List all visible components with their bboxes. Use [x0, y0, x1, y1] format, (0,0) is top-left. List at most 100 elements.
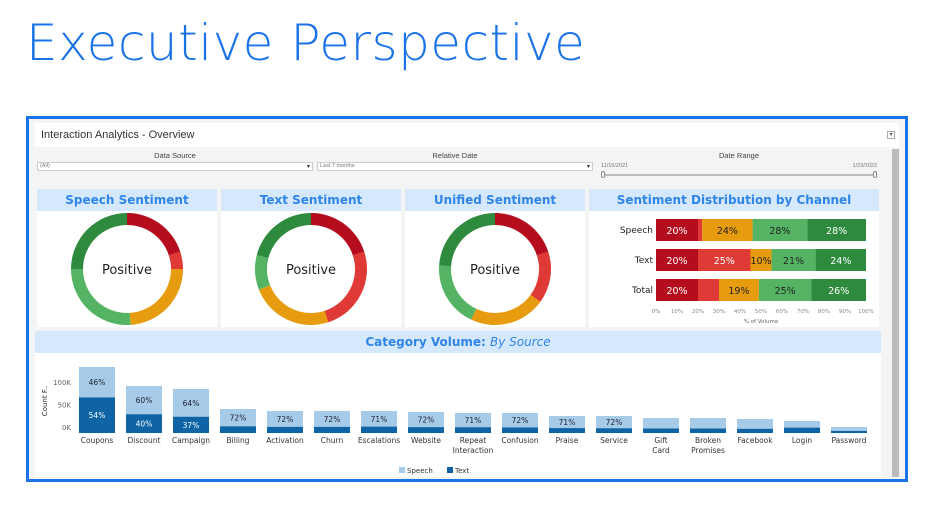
data-label: 20% [666, 226, 687, 237]
date-range-end: 1/23/2022 [852, 163, 877, 169]
category-label: Escalations [358, 436, 400, 445]
x-tick-label: 50% [755, 309, 767, 315]
speech-bar [784, 421, 820, 428]
speech-bar [737, 419, 773, 429]
data-label: 28% [769, 226, 790, 237]
speech-bar [361, 411, 397, 427]
donut-segment [258, 285, 329, 325]
relative-date-select[interactable]: Last 7 months ▾ [317, 162, 593, 171]
donut-segment [324, 251, 367, 323]
speech-data-label: 71% [465, 416, 482, 425]
bar-segment [750, 249, 772, 271]
category-label: Gift [654, 436, 667, 445]
text-bar [549, 428, 585, 433]
donut-center-label: Positive [102, 263, 152, 278]
donut-segment [311, 213, 365, 256]
y-axis-label: Count F.. [41, 386, 49, 416]
text-bar [831, 430, 867, 433]
category-label: Interaction [453, 446, 494, 455]
date-range-slider[interactable] [601, 171, 877, 179]
text-bar [784, 427, 820, 433]
donut-segment [71, 213, 127, 269]
chevron-down-icon: ▾ [306, 164, 310, 170]
text-data-label: 40% [136, 420, 153, 429]
x-tick-label: 30% [713, 309, 725, 315]
date-range-filter: Date Range 11/16/2021 1/23/2022 [601, 151, 877, 179]
text-donut-chart: Positive [255, 213, 367, 325]
text-bar [267, 426, 303, 433]
date-range-start: 11/16/2021 [601, 163, 629, 169]
speech-data-label: 72% [512, 416, 529, 425]
bar-segment [698, 279, 719, 301]
speech-data-label: 60% [136, 396, 153, 405]
category-label: Repeat [460, 436, 486, 445]
text-bar [408, 427, 444, 433]
text-bar [173, 416, 209, 433]
speech-data-label: 72% [277, 415, 294, 424]
y-tick-label: 0K [62, 424, 71, 432]
text-bar [643, 428, 679, 433]
bar-segment [702, 219, 753, 241]
slider-handle-end[interactable] [873, 171, 877, 178]
distribution-panel: Sentiment Distribution by Channel Speech… [589, 189, 879, 327]
relative-date-label: Relative Date [432, 151, 478, 160]
text-bar [79, 397, 115, 433]
text-data-label: 54% [89, 411, 106, 420]
donut-center-label: Positive [470, 263, 520, 278]
speech-bar [690, 418, 726, 429]
y-tick-label: 50K [58, 402, 72, 410]
relative-date-filter: Relative Date Last 7 months ▾ [317, 151, 593, 171]
category-label: Coupons [81, 436, 114, 445]
dropdown-arrow-icon[interactable]: ▾ [887, 131, 895, 139]
legend-label: Text [454, 467, 469, 475]
category-label: Password [831, 436, 866, 445]
donut-segment [495, 213, 549, 256]
unified-donut-chart: Positive [439, 213, 551, 325]
bar-segment [807, 219, 866, 241]
text-bar [126, 414, 162, 433]
category-label: Facebook [737, 436, 773, 445]
category-label: Praise [556, 436, 579, 445]
text-data-label: 37% [183, 421, 200, 430]
text-bar [502, 427, 538, 433]
speech-bar [79, 367, 115, 398]
category-label: Login [792, 436, 812, 445]
donut-center-label: Positive [286, 263, 336, 278]
speech-bar [267, 411, 303, 427]
category-volume-panel: Category Volume: By Source Count F.. 0K 50… [35, 331, 881, 477]
bar-segment [758, 279, 812, 301]
dashboard: Interaction Analytics - Overview ▾ Data … [35, 123, 899, 477]
category-label: Text [634, 256, 654, 266]
slider-handle-start[interactable] [601, 171, 605, 178]
bar-segment [698, 249, 751, 271]
bar-segment [815, 249, 866, 271]
dashboard-header: Interaction Analytics - Overview ▾ [35, 123, 899, 147]
x-tick-label: 80% [818, 309, 830, 315]
chart-subtitle: By Source [490, 335, 551, 349]
scrollbar[interactable] [892, 149, 899, 477]
speech-bar [314, 411, 350, 427]
chevron-down-icon: ▾ [586, 164, 590, 170]
date-range-label: Date Range [718, 151, 760, 160]
speech-data-label: 72% [324, 415, 341, 424]
speech-bar [126, 386, 162, 415]
speech-bar [596, 416, 632, 429]
page-title: Executive Perspective [26, 14, 586, 72]
category-label: Website [411, 436, 441, 445]
data-source-filter: Data Source (All) ▾ [37, 151, 313, 171]
data-source-select[interactable]: (All) ▾ [37, 162, 313, 171]
text-bar [690, 428, 726, 433]
data-label: 26% [828, 286, 849, 297]
data-label: 20% [666, 256, 687, 267]
legend-swatch [447, 467, 453, 473]
data-label: 28% [826, 226, 847, 237]
unified-sentiment-panel: Unified Sentiment Positive [405, 189, 585, 327]
category-label: Speech [620, 226, 653, 236]
panel-title: Unified Sentiment [405, 189, 585, 211]
text-bar [455, 427, 491, 433]
relative-date-value: Last 7 months [320, 163, 355, 169]
bar-segment [656, 249, 698, 271]
category-label: Activation [266, 436, 304, 445]
x-tick-label: 40% [734, 309, 746, 315]
chart-title: Category Volume: [365, 335, 486, 349]
